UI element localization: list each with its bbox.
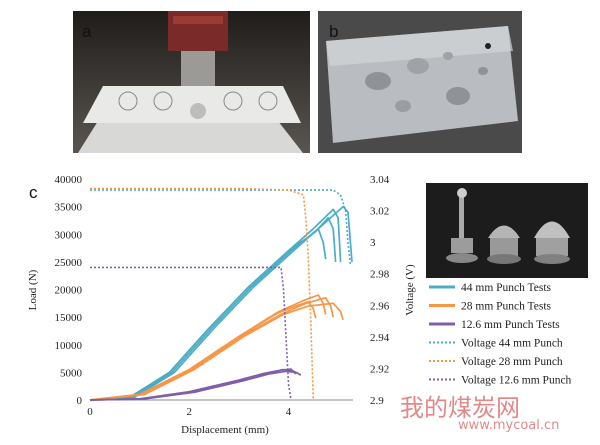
x-axis-ticks: 0 2 4 (87, 406, 291, 418)
series-12-6-mm-punch-tests (89, 368, 302, 401)
x-axis-label: Displacement (mm) (181, 424, 269, 436)
y-tick-label: 20000 (55, 285, 83, 297)
series-line (89, 296, 335, 401)
y-tick-label: 0 (77, 395, 83, 407)
y-axis-label: Load (N) (27, 269, 39, 310)
series-line (90, 266, 292, 401)
series-line (89, 205, 353, 401)
series-layer (89, 187, 353, 401)
panel-label-c: c (29, 183, 38, 202)
y-tick-label: 35000 (55, 202, 83, 214)
y-tick-label: 15000 (55, 312, 83, 324)
left-axis-ticks: 0 5000 10000 15000 20000 25000 30000 35000 40000 (55, 174, 83, 407)
watermark: 我的煤炭网 www.mycoal.cn (400, 388, 596, 438)
y2-tick-label: 2.92 (370, 363, 389, 375)
watermark-url: www.mycoal.cn (458, 418, 560, 433)
y-tick-label: 5000 (60, 367, 83, 379)
chart-area: 0 5000 10000 15000 20000 25000 30000 35000 40000… (27, 174, 416, 436)
punch-tips-drawing (426, 183, 588, 278)
series-line (90, 189, 352, 266)
y-tick-label: 25000 (55, 257, 83, 269)
legend-label: 44 mm Punch Tests (461, 282, 552, 294)
series-44-mm-punch-tests (89, 205, 353, 401)
legend-label: Voltage 28 mm Punch (461, 356, 563, 368)
y2-tick-label: 2.9 (370, 395, 384, 407)
series-voltage-28-mm-punch (90, 187, 315, 401)
panel-label-a: a (82, 22, 92, 41)
series-line (89, 300, 317, 401)
y-tick-label: 10000 (55, 340, 83, 352)
legend-label: Voltage 12.6 mm Punch (461, 375, 572, 387)
y-tick-label: 30000 (55, 229, 83, 241)
punch-tips-photo (426, 183, 588, 278)
y2-axis-label: Voltage (V) (404, 264, 416, 316)
y2-tick-label: 2.94 (370, 332, 390, 344)
legend-label: Voltage 44 mm Punch (461, 338, 563, 350)
photo-punch-press-drawing (73, 11, 310, 153)
series-line (89, 227, 327, 401)
x-tick-label: 4 (286, 406, 292, 418)
x-tick-label: 2 (186, 406, 192, 418)
photo-punched-plate-drawing (318, 11, 522, 153)
y-tick-label: 40000 (55, 174, 83, 186)
photo-punch-press (73, 11, 310, 153)
y2-tick-label: 3.02 (370, 206, 389, 218)
series-line (89, 302, 344, 401)
series-28-mm-punch-tests (89, 294, 344, 401)
chart-legend: 44 mm Punch Tests 28 mm Punch Tests 12.6 m… (429, 282, 572, 387)
y2-tick-label: 2.98 (370, 269, 390, 281)
series-line (90, 187, 315, 401)
x-tick-label: 0 (87, 406, 93, 418)
right-axis-ticks: 2.9 2.92 2.94 2.96 2.98 3 3.02 3.04 (370, 174, 390, 407)
legend-label: 12.6 mm Punch Tests (461, 319, 560, 331)
series-voltage-12-6-mm-punch (90, 266, 292, 401)
y2-tick-label: 3.04 (370, 174, 390, 186)
panel-label-b: b (329, 22, 339, 41)
series-line (89, 368, 297, 401)
series-voltage-44-mm-punch (90, 189, 352, 266)
y2-tick-label: 3 (370, 237, 376, 249)
photo-punched-plate (318, 11, 522, 153)
y2-tick-label: 2.96 (370, 300, 390, 312)
legend-label: 28 mm Punch Tests (461, 301, 552, 313)
watermark-title: 我的煤炭网 (400, 394, 520, 422)
